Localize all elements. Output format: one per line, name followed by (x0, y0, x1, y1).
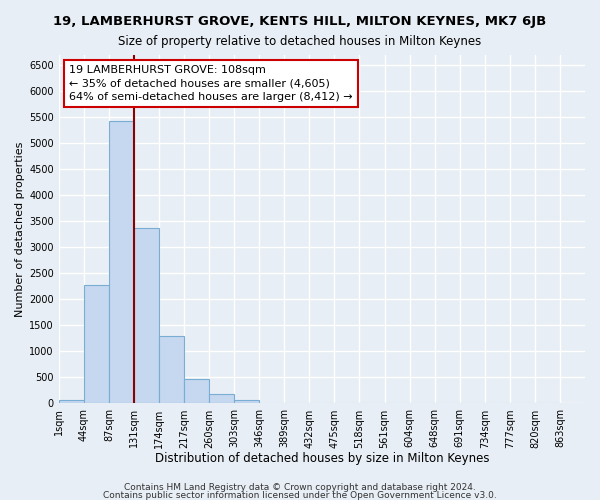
Bar (134, 228, 159, 404)
Text: Contains public sector information licensed under the Open Government Licence v3: Contains public sector information licen… (103, 490, 497, 500)
Bar (159, 336, 184, 404)
Y-axis label: Number of detached properties: Number of detached properties (15, 142, 25, 317)
Bar (184, 378, 209, 404)
Text: Size of property relative to detached houses in Milton Keynes: Size of property relative to detached ho… (118, 35, 482, 48)
Bar (209, 394, 234, 404)
Text: 19 LAMBERHURST GROVE: 108sqm
← 35% of detached houses are smaller (4,605)
64% of: 19 LAMBERHURST GROVE: 108sqm ← 35% of de… (70, 66, 353, 102)
Text: 19, LAMBERHURST GROVE, KENTS HILL, MILTON KEYNES, MK7 6JB: 19, LAMBERHURST GROVE, KENTS HILL, MILTO… (53, 15, 547, 28)
Bar (59, 400, 84, 404)
Text: Contains HM Land Registry data © Crown copyright and database right 2024.: Contains HM Land Registry data © Crown c… (124, 483, 476, 492)
X-axis label: Distribution of detached houses by size in Milton Keynes: Distribution of detached houses by size … (155, 452, 489, 465)
Bar (109, 121, 134, 404)
Bar (84, 286, 109, 404)
Bar (234, 400, 259, 404)
